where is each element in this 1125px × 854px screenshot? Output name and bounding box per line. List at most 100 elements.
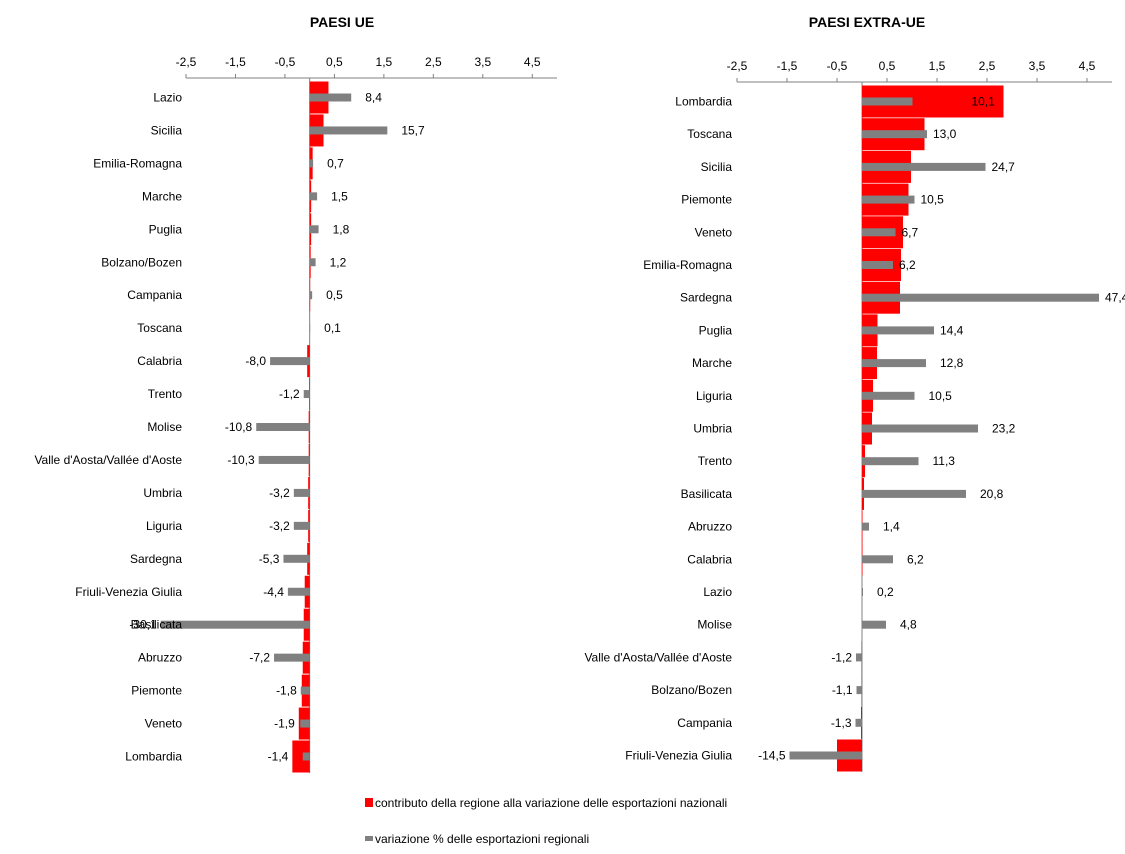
data-label: 0,5 <box>326 288 343 302</box>
category-label: Calabria <box>687 552 732 566</box>
data-label: -1,9 <box>274 717 295 731</box>
data-label: 15,7 <box>401 123 425 137</box>
category-label: Liguria <box>146 519 182 533</box>
category-label: Basilicata <box>681 487 733 501</box>
category-label: Marche <box>142 189 182 203</box>
variation-bar <box>309 159 314 168</box>
x-tick-label: 4,5 <box>1079 59 1096 73</box>
variation-bar <box>862 555 893 564</box>
legend-swatch-contributo <box>365 798 373 807</box>
legend-swatch-variazione <box>365 836 373 841</box>
data-label: -10,3 <box>227 453 255 467</box>
data-label: 23,2 <box>992 422 1016 436</box>
x-tick-label: -1,5 <box>225 55 246 69</box>
category-label: Lazio <box>703 585 732 599</box>
category-label: Bolzano/Bozen <box>101 255 182 269</box>
data-label: -1,4 <box>268 750 289 764</box>
category-label: Liguria <box>696 389 732 403</box>
variation-bar <box>862 261 893 269</box>
data-label: 4,8 <box>900 618 917 632</box>
data-label: 10,5 <box>921 193 945 207</box>
category-label: Lombardia <box>675 95 732 109</box>
variation-bar <box>303 390 310 399</box>
data-label: -3,2 <box>269 519 290 533</box>
data-label: -1,2 <box>279 387 300 401</box>
x-tick-label: -0,5 <box>275 55 296 69</box>
data-label: 0,2 <box>877 585 894 599</box>
data-label: -1,8 <box>276 684 297 698</box>
category-label: Piemonte <box>681 193 732 207</box>
variation-bar <box>862 391 915 400</box>
data-label: 1,4 <box>883 520 900 534</box>
category-label: Lombardia <box>125 750 182 764</box>
data-label: -3,2 <box>269 486 290 500</box>
data-label: 0,7 <box>327 156 344 170</box>
variation-bar <box>309 192 318 201</box>
category-label: Veneto <box>145 717 183 731</box>
category-label: Abruzzo <box>688 520 732 534</box>
data-label: 1,5 <box>331 189 348 203</box>
data-label: -8,0 <box>245 354 266 368</box>
x-tick-label: 3,5 <box>1029 59 1046 73</box>
category-label: Puglia <box>149 222 183 236</box>
category-label: Basilicata <box>131 618 183 632</box>
chart-paesi-ue: -2,5 -1,5 -0,5 0,5 1,5 2,5 3,5 4,5 Lazio 8,4 Sicil… <box>34 55 557 773</box>
variation-bar <box>293 488 310 497</box>
data-label: -30,1 <box>129 618 157 632</box>
data-label: 24,7 <box>992 160 1016 174</box>
variation-bar <box>160 620 310 629</box>
variation-bar <box>862 326 934 335</box>
variation-bar <box>862 489 966 498</box>
category-label: Umbria <box>693 422 732 436</box>
data-label: 20,8 <box>980 487 1004 501</box>
data-label: 1,2 <box>330 255 347 269</box>
category-label: Campania <box>677 716 732 730</box>
variation-bar <box>862 130 927 139</box>
data-label: 6,2 <box>899 258 916 272</box>
variation-bar <box>300 686 310 695</box>
category-label: Sicilia <box>151 123 183 137</box>
data-label: -1,2 <box>831 650 852 664</box>
variation-bar <box>287 587 310 596</box>
x-tick-label: 0,5 <box>326 55 343 69</box>
variation-bar <box>862 457 919 466</box>
data-label: 0,1 <box>324 321 341 335</box>
category-label: Molise <box>147 420 182 434</box>
variation-bar <box>256 423 310 431</box>
chart-title-extra-ue: PAESI EXTRA-UE <box>809 14 925 30</box>
variation-bar <box>258 455 310 464</box>
x-tick-label: -0,5 <box>827 59 848 73</box>
data-label: 1,8 <box>333 222 350 236</box>
x-tick-label: -2,5 <box>727 59 748 73</box>
x-tick-label: 2,5 <box>425 55 442 69</box>
category-label: Friuli-Venezia Giulia <box>75 585 182 599</box>
category-label: Lazio <box>153 91 182 105</box>
chart-paesi-extra-ue: -2,5 -1,5 -0,5 0,5 1,5 2,5 3,5 4,5 Lombardia 10,1… <box>584 59 1125 772</box>
variation-bar <box>855 718 862 727</box>
variation-bar <box>789 751 862 760</box>
x-tick-label: 0,5 <box>879 59 896 73</box>
variation-bar <box>309 258 316 267</box>
data-label: 10,5 <box>929 389 953 403</box>
variation-bar <box>862 620 886 629</box>
category-label: Sardegna <box>130 552 182 566</box>
data-label: -1,3 <box>831 716 852 730</box>
legend-label-contributo: contributo della regione alla variazione… <box>375 796 727 810</box>
variation-bar <box>862 228 896 237</box>
chart-title-ue: PAESI UE <box>310 14 374 30</box>
variation-bar <box>293 521 310 530</box>
variation-bar <box>862 588 863 596</box>
data-label: -5,3 <box>259 552 280 566</box>
variation-bar <box>862 97 913 106</box>
category-label: Trento <box>148 387 183 401</box>
variation-bar <box>862 162 986 171</box>
data-label: 10,1 <box>972 95 996 109</box>
category-label: Calabria <box>137 354 182 368</box>
variation-bar <box>309 126 388 135</box>
category-label: Toscana <box>687 127 732 141</box>
variation-bar <box>862 195 915 204</box>
variation-bar <box>274 653 310 662</box>
x-tick-label: 3,5 <box>474 55 491 69</box>
x-tick-label: 1,5 <box>376 55 393 69</box>
variation-bar <box>309 291 313 300</box>
